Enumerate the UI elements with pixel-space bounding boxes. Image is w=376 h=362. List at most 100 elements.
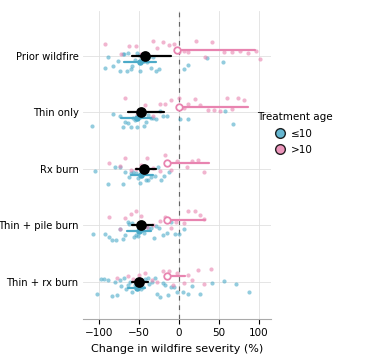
Point <box>209 281 215 286</box>
Point <box>89 123 96 129</box>
Point <box>176 96 182 101</box>
Point <box>138 223 144 228</box>
Point <box>120 51 126 56</box>
Point <box>174 270 180 276</box>
Point <box>160 113 166 119</box>
Point <box>124 68 130 73</box>
Point <box>139 109 145 115</box>
X-axis label: Change in wildfire severity (%): Change in wildfire severity (%) <box>91 344 263 354</box>
Point <box>154 279 160 285</box>
Point <box>176 104 182 110</box>
Point <box>105 54 111 60</box>
Point <box>140 58 146 64</box>
Point <box>136 228 142 234</box>
Point <box>139 166 145 172</box>
Point <box>185 291 191 296</box>
Point <box>142 53 148 59</box>
Point <box>132 170 138 176</box>
Point <box>245 50 251 56</box>
Point <box>156 294 162 299</box>
Point <box>154 291 160 297</box>
Point <box>141 230 147 236</box>
Point <box>117 277 123 283</box>
Point <box>189 283 195 289</box>
Point <box>153 116 159 122</box>
Point <box>180 220 186 226</box>
Point <box>105 277 111 283</box>
Point <box>180 226 186 232</box>
Point <box>171 41 177 47</box>
Point <box>109 293 115 299</box>
Point <box>176 231 182 237</box>
Point <box>150 54 156 59</box>
Point <box>120 124 126 130</box>
Point <box>189 158 195 164</box>
Point <box>122 96 128 101</box>
Point <box>156 66 162 72</box>
Point <box>189 277 195 283</box>
Point <box>156 168 162 174</box>
Point <box>162 152 168 158</box>
Point <box>146 54 152 59</box>
Point <box>117 68 123 74</box>
Point <box>114 275 120 281</box>
Point <box>135 175 141 181</box>
Point <box>132 57 138 63</box>
Point <box>148 174 154 180</box>
Point <box>137 68 143 74</box>
Point <box>229 106 235 111</box>
Point <box>112 279 118 285</box>
Point <box>176 49 182 55</box>
Point <box>136 228 143 234</box>
Point <box>113 237 119 243</box>
Point <box>109 237 115 243</box>
Point <box>170 282 176 288</box>
Point <box>185 62 191 68</box>
Point <box>193 38 199 44</box>
Point <box>114 292 120 298</box>
Point <box>246 289 252 295</box>
Point <box>185 273 191 278</box>
Point <box>132 117 138 123</box>
Point <box>106 215 112 220</box>
Point <box>132 166 138 172</box>
Point <box>128 66 134 72</box>
Point <box>181 66 187 72</box>
Point <box>136 284 142 290</box>
Point <box>142 270 148 275</box>
Point <box>160 39 166 45</box>
Point <box>201 216 207 222</box>
Point <box>205 108 211 113</box>
Point <box>195 267 201 273</box>
Point <box>127 279 133 285</box>
Point <box>156 101 162 106</box>
Point <box>151 235 157 241</box>
Point <box>136 52 142 58</box>
Point <box>134 124 140 130</box>
Point <box>164 113 170 119</box>
Point <box>184 164 190 170</box>
Point <box>141 164 147 169</box>
Point <box>110 111 116 117</box>
Point <box>168 168 174 173</box>
Point <box>185 49 191 55</box>
Point <box>201 281 207 287</box>
Point <box>202 54 208 59</box>
Point <box>141 123 147 129</box>
Point <box>123 286 129 292</box>
Point <box>105 181 111 187</box>
Point <box>94 291 100 297</box>
Point <box>166 169 172 174</box>
Point <box>130 276 136 282</box>
Point <box>121 51 127 57</box>
Point <box>122 169 128 175</box>
Point <box>166 268 172 274</box>
Point <box>126 221 132 227</box>
Point <box>180 49 186 54</box>
Point <box>145 226 151 231</box>
Point <box>138 286 144 292</box>
Point <box>209 39 215 45</box>
Point <box>160 268 166 274</box>
Point <box>152 275 158 281</box>
Point <box>155 164 161 170</box>
